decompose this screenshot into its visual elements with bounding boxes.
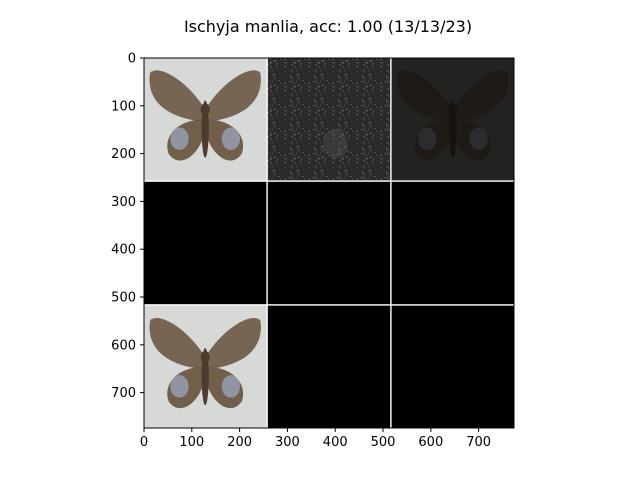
- noise-highlight: [322, 128, 348, 159]
- panel-blank: [267, 305, 391, 428]
- panel-r1-c1: [267, 181, 391, 305]
- moth-left-eyespot: [170, 375, 189, 398]
- moth-head: [448, 103, 458, 116]
- panel-blank: [144, 181, 267, 305]
- chart-title: Ischyja manlia, acc: 1.00 (13/13/23): [184, 17, 472, 36]
- panel-blank: [391, 305, 514, 428]
- moth-right-forewing: [205, 317, 261, 370]
- moth-right-forewing: [452, 70, 509, 122]
- y-tick-label: 500: [111, 291, 136, 306]
- panel-r0-c0: [144, 58, 267, 181]
- x-tick-label: 500: [371, 435, 396, 450]
- x-tick-label: 0: [140, 435, 148, 450]
- panel-r0-c1: [267, 58, 391, 181]
- y-tick-label: 200: [111, 147, 136, 162]
- moth-left-forewing: [149, 70, 206, 122]
- x-tick-label: 700: [466, 435, 491, 450]
- y-tick-label: 0: [128, 52, 136, 67]
- x-tick-label: 400: [323, 435, 348, 450]
- y-tick-label: 400: [111, 243, 136, 258]
- x-tick-label: 200: [227, 435, 252, 450]
- panel-r2-c2: [391, 305, 514, 428]
- moth-left-forewing: [397, 70, 453, 122]
- y-tick-label: 300: [111, 195, 136, 210]
- moth-right-forewing: [205, 70, 261, 122]
- y-tick-label: 100: [111, 99, 136, 114]
- moth-right-eyespot: [221, 127, 241, 150]
- y-tick-label: 700: [111, 386, 136, 401]
- panel-r1-c2: [391, 181, 514, 305]
- moth-right-eyespot: [221, 375, 241, 398]
- panel-r0-c2: [391, 58, 514, 181]
- panel-r2-c0: [144, 305, 267, 428]
- moth-head: [200, 350, 210, 364]
- moth-left-forewing: [149, 317, 206, 370]
- panel-blank: [391, 181, 514, 305]
- x-tick-label: 300: [275, 435, 300, 450]
- panel-r1-c0: [144, 181, 267, 305]
- x-tick-label: 100: [179, 435, 204, 450]
- plot-area: 0 100 200 300 400 500 600 700 0 100 200 300 400 500 60…: [111, 52, 515, 450]
- x-tick-label: 600: [418, 435, 443, 450]
- moth-head: [200, 103, 210, 116]
- panel-blank: [267, 181, 391, 305]
- y-tick-label: 600: [111, 338, 136, 353]
- axes-frame: [143, 57, 515, 429]
- moth-right-eyespot: [469, 127, 488, 150]
- panel-r2-c1: [267, 305, 391, 428]
- moth-left-eyespot: [417, 127, 437, 150]
- moth-left-eyespot: [170, 127, 189, 150]
- panel-noise: [267, 58, 391, 181]
